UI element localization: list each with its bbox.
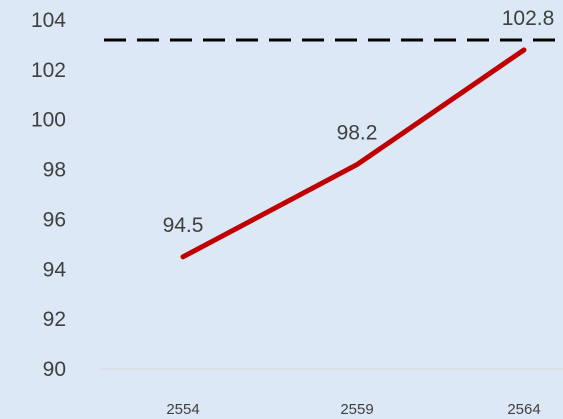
data-labels: 94.5 98.2 102.8 — [163, 7, 555, 237]
data-label: 98.2 — [337, 122, 378, 145]
data-label: 94.5 — [163, 214, 204, 237]
y-tick-label: 90 — [43, 358, 66, 381]
y-tick-label: 100 — [31, 109, 66, 132]
x-tick-label: 2554 — [166, 401, 199, 418]
x-tick-label: 2564 — [507, 401, 540, 418]
y-tick-label: 96 — [43, 208, 66, 231]
y-tick-label: 104 — [31, 9, 66, 32]
y-tick-label: 102 — [31, 59, 66, 82]
x-tick-label: 2559 — [340, 401, 373, 418]
series-line — [180, 47, 527, 260]
y-tick-label: 94 — [43, 258, 67, 281]
y-tick-label: 98 — [43, 159, 66, 182]
x-axis-tick-labels: 2554 2559 2564 — [166, 401, 540, 418]
data-label: 102.8 — [502, 7, 555, 30]
y-axis-tick-labels: 90 92 94 96 98 100 102 104 — [31, 9, 66, 381]
y-tick-label: 92 — [43, 308, 66, 331]
